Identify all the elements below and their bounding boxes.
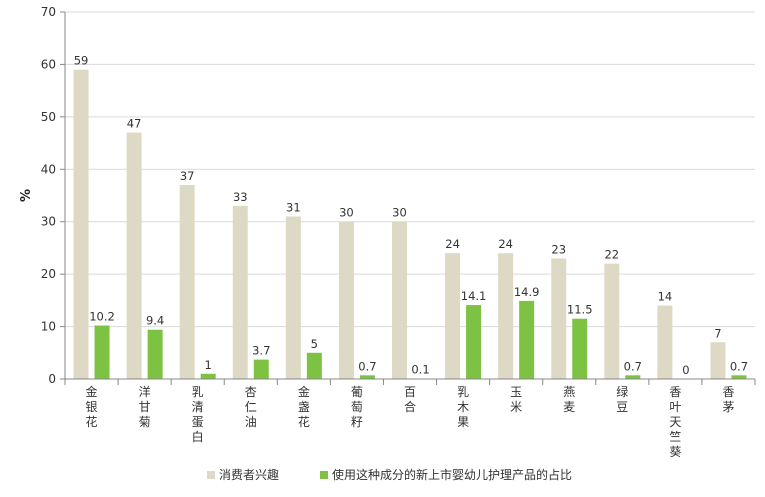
category-label-10: 绿豆 [616,384,628,414]
data-label-series-1-3: 33 [233,190,248,204]
data-label-series-1-9: 23 [551,242,566,256]
bar-series-1-8 [498,253,514,379]
y-tick-label: 0 [48,372,56,386]
bar-series-1-6 [392,221,407,379]
data-label-series-1-6: 30 [392,206,407,220]
data-label-series-2-3: 3.7 [252,344,270,358]
bar-series-1-12 [710,342,726,379]
data-label-series-1-5: 30 [339,206,354,220]
data-label-series-1-12: 7 [714,326,721,340]
data-label-series-2-10: 0.7 [624,359,642,373]
legend-label-2: 使用这种成分的新上市婴幼儿护理产品的占比 [332,467,572,482]
data-label-series-2-11: 0 [682,363,689,377]
data-labels: 59 47 37 33 31 30 30 24 24 23 22 14 7 10.2 9.4 1 3.7 5 0.7… [74,54,748,377]
category-label-2: 乳清蛋白 [192,385,204,444]
bar-series-2-2 [200,373,216,379]
data-label-series-2-6: 0.1 [411,362,429,376]
category-label-1: 洋甘菊 [139,384,151,429]
bar-series-1-11 [657,305,673,379]
bar-series-2-8 [519,300,535,379]
y-tick-label: 20 [41,267,56,281]
bar-series-1-0 [73,69,89,380]
bar-series-2-0 [94,325,110,379]
bar-series-2-10 [625,375,641,379]
bar-series-2-5 [359,375,375,379]
category-label-7: 乳木果 [457,385,469,429]
bar-series-2-7 [466,305,482,379]
legend-swatch-2 [320,471,328,479]
legend: 消费者兴趣 使用这种成分的新上市婴幼儿护理产品的占比 [207,467,572,482]
data-label-series-1-2: 37 [180,169,195,183]
data-label-series-2-1: 9.4 [146,314,164,328]
data-label-series-2-12: 0.7 [730,359,748,373]
data-label-series-1-4: 31 [286,200,301,214]
category-label-5: 葡萄籽 [351,385,363,429]
bar-series-1-2 [179,185,195,379]
axes: 010203040506070金银花洋甘菊乳清蛋白杏仁油金盏花葡萄籽百合乳木果玉… [41,5,756,459]
y-tick-label: 70 [41,5,56,19]
y-tick-label: 10 [41,320,56,334]
data-label-series-1-8: 24 [498,237,513,251]
category-label-4: 金盏花 [298,384,310,429]
category-label-12: 香茅 [722,385,734,414]
y-axis-label: % [19,189,34,202]
bar-series-1-5 [338,221,354,379]
bar-series-2-9 [572,318,588,379]
category-label-0: 金银花 [86,384,98,429]
category-label-8: 玉米 [510,385,522,414]
y-tick-label: 60 [41,57,56,71]
data-label-series-2-5: 0.7 [358,359,376,373]
gridlines [65,11,755,328]
category-label-3: 杏仁油 [245,385,257,429]
category-label-6: 百合 [404,385,416,414]
data-label-series-1-11: 14 [658,290,673,304]
data-label-series-1-0: 59 [74,54,89,68]
data-label-series-2-0: 10.2 [89,310,115,324]
data-label-series-2-8: 14.9 [514,285,540,299]
bar-series-1-9 [551,258,567,379]
bar-series-2-3 [253,359,269,379]
data-label-series-1-1: 47 [127,117,142,131]
data-label-series-2-7: 14.1 [461,289,487,303]
bar-series-1-4 [285,216,301,379]
data-label-series-1-7: 24 [445,237,460,251]
bar-series-2-12 [731,375,747,379]
bar-series-1-3 [232,205,248,379]
legend-label-1: 消费者兴趣 [219,467,279,482]
bar-series-1-7 [445,253,461,379]
data-label-series-2-2: 1 [205,358,212,372]
bar-series-1-10 [604,263,620,379]
y-tick-label: 40 [41,162,56,176]
bar-series-1-1 [126,132,142,379]
bar-series-2-4 [306,352,322,379]
data-label-series-2-4: 5 [311,337,318,351]
bar-series-2-1 [147,329,163,379]
category-label-11: 香叶天竺葵 [669,385,681,459]
bars [73,69,747,380]
y-tick-label: 50 [41,110,56,124]
data-label-series-2-9: 11.5 [567,303,593,317]
y-tick-label: 30 [41,215,56,229]
category-label-9: 燕麦 [563,385,575,414]
data-label-series-1-10: 22 [604,248,619,262]
legend-swatch-1 [207,471,215,479]
